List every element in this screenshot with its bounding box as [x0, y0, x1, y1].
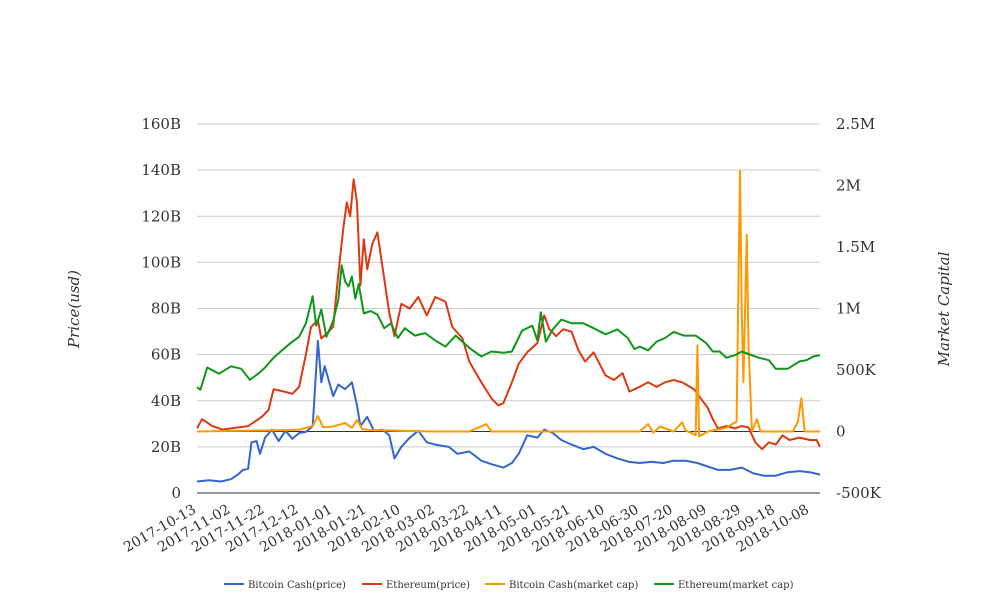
- legend-label: Bitcoin Cash(price): [248, 580, 346, 591]
- right-y-tick-label: 1.5M: [836, 238, 875, 256]
- right-y-axis-title: Market Capital: [935, 251, 953, 367]
- legend-label: Ethereum(price): [386, 580, 470, 591]
- left-y-axis-title: Price(usd): [65, 270, 83, 349]
- series-line-1: [196, 339, 821, 483]
- series-lines: [196, 169, 821, 483]
- legend-label: Ethereum(market cap): [678, 580, 794, 591]
- right-y-axis: -500K 0 500K 1M 1.5M 2M 2.5M: [836, 115, 882, 502]
- left-y-tick-label: 0: [171, 484, 181, 502]
- left-y-tick-label: 160B: [141, 115, 181, 133]
- right-y-tick-label: 2.5M: [836, 115, 875, 133]
- legend-label: Bitcoin Cash(market cap): [509, 580, 638, 591]
- right-y-tick-label: 500K: [836, 361, 877, 379]
- left-y-tick-label: 80B: [151, 300, 181, 318]
- right-y-tick-label: 1M: [836, 300, 861, 318]
- series-line-2: [196, 178, 821, 451]
- grid: [197, 123, 820, 494]
- left-y-tick-label: 100B: [141, 253, 181, 271]
- series-line-3: [196, 169, 820, 438]
- left-y-tick-label: 120B: [141, 207, 181, 225]
- left-y-tick-label: 60B: [151, 346, 181, 364]
- left-y-tick-label: 140B: [141, 161, 181, 179]
- left-y-tick-label: 20B: [151, 438, 181, 456]
- series-line-4: [196, 264, 821, 391]
- x-axis: 2017-10-132017-11-022017-11-222017-12-12…: [121, 502, 812, 556]
- left-y-tick-label: 40B: [151, 392, 181, 410]
- right-y-tick-label: 2M: [836, 177, 861, 195]
- right-y-tick-label: 0: [836, 423, 846, 441]
- legend: Bitcoin Cash(price) Ethereum(price) Bitcoi…: [224, 580, 794, 591]
- right-y-tick-label: -500K: [836, 484, 882, 502]
- left-y-axis: 0 20B 40B 60B 80B 100B 120B 140B 160B: [141, 115, 181, 502]
